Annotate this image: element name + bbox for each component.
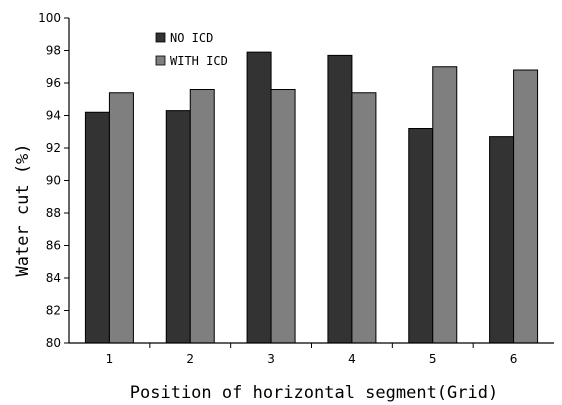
- y-tick-label: 88: [46, 206, 61, 220]
- legend-swatch-with-icd: [155, 55, 166, 66]
- bar-with-icd-6: [513, 69, 539, 344]
- y-tick-label: 98: [46, 44, 61, 58]
- y-tick-label: 80: [46, 336, 61, 350]
- y-tick-label: 90: [46, 174, 61, 188]
- y-tick-label: 100: [38, 11, 61, 25]
- bar-no-icd-1: [84, 111, 110, 344]
- y-tick-label: 84: [46, 271, 61, 285]
- legend-swatch-no-icd: [155, 32, 166, 43]
- y-tick-label: 86: [46, 239, 61, 253]
- bar-with-icd-1: [108, 92, 134, 344]
- y-tick-label: 92: [46, 141, 61, 155]
- x-tick-label: 4: [348, 352, 356, 366]
- bar-with-icd-2: [189, 89, 215, 344]
- bar-no-icd-5: [408, 128, 434, 344]
- x-tick-label: 5: [429, 352, 437, 366]
- bars-group: [84, 51, 539, 344]
- y-tick-label: 82: [46, 304, 61, 318]
- x-axis-title: Position of horizontal segment(Grid): [130, 383, 498, 403]
- axes-group: [68, 18, 554, 344]
- bar-with-icd-5: [432, 66, 458, 344]
- legend-label-with-icd: WITH ICD: [170, 54, 228, 68]
- x-tick-label: 3: [267, 352, 275, 366]
- y-tick-label: 96: [46, 76, 61, 90]
- x-tick-label: 6: [510, 352, 518, 366]
- y-axis-title: Water cut (%): [13, 143, 33, 276]
- y-tick-label: 94: [46, 109, 61, 123]
- bar-no-icd-2: [165, 110, 191, 344]
- x-tick-label: 1: [106, 352, 114, 366]
- bar-no-icd-4: [327, 54, 353, 344]
- legend-label-no-icd: NO ICD: [170, 31, 213, 45]
- x-ticks-group: 1 2 3 4 5 6: [106, 343, 518, 366]
- bar-with-icd-3: [270, 89, 296, 344]
- legend: NO ICD WITH ICD: [155, 31, 228, 68]
- bar-no-icd-6: [489, 136, 515, 344]
- bar-no-icd-3: [246, 51, 272, 344]
- x-tick-label: 2: [186, 352, 194, 366]
- bar-with-icd-4: [351, 92, 377, 344]
- y-ticks-group: 80 82 84 86 88 90 92 94 96 98 100: [38, 11, 69, 350]
